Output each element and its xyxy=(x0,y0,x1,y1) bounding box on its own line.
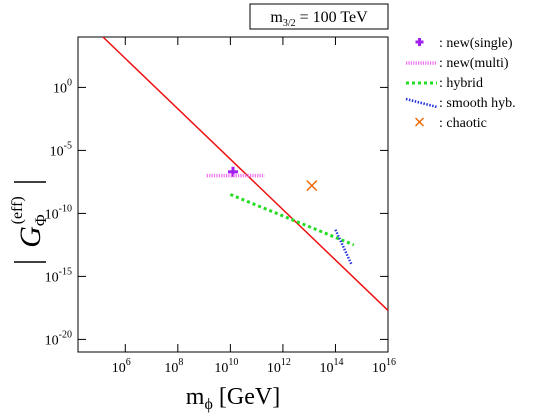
y-tick-label: 10-10 xyxy=(45,203,72,222)
y-tick-label: 10-5 xyxy=(50,140,72,159)
legend-swatch xyxy=(415,117,424,127)
y-axis-label: GΦ(eff) xyxy=(9,181,50,263)
series-line-2 xyxy=(229,193,355,247)
legend-label: : new(single) xyxy=(439,36,513,51)
y-axis-label-text: GΦ(eff) xyxy=(9,196,50,248)
y-tick-label: 100 xyxy=(53,77,72,96)
legend-swatch xyxy=(405,97,438,109)
annotation-text: m3/2 = 100 TeV xyxy=(270,9,368,29)
annotation-frame xyxy=(249,3,389,30)
plot-frame xyxy=(77,36,389,353)
plot-inner xyxy=(102,37,388,311)
plot-area xyxy=(102,37,388,311)
series-line-3 xyxy=(334,229,353,265)
legend-swatch-b xyxy=(415,117,424,127)
x-tick-label: 1016 xyxy=(372,357,396,376)
y-tick-label: 10-20 xyxy=(45,329,72,348)
x-tick-label: 1014 xyxy=(319,357,343,376)
legend-label: : chaotic xyxy=(439,116,487,131)
x-axis-label: mϕ [GeV] xyxy=(186,384,280,413)
legend-label: : smooth hyb. xyxy=(439,96,516,111)
y-tick-label: 10-15 xyxy=(45,266,72,285)
legend-swatch xyxy=(415,38,424,46)
series-marker-4 xyxy=(306,180,318,192)
x-tick-label: 108 xyxy=(164,357,183,376)
x-axis-ticks: 106 108 1010 1012 1014 1016 xyxy=(112,37,396,376)
y-axis-ticks: 100 10-5 10-10 10-15 10-20 xyxy=(45,77,388,348)
x-tick-label: 1012 xyxy=(267,357,291,376)
legend-label: : new(multi) xyxy=(439,56,509,71)
series-marker-0 xyxy=(228,166,238,177)
series-marker-4-b xyxy=(306,180,318,192)
legend-label: : hybrid xyxy=(439,76,483,91)
legend: : new(single) : new(multi) : hybrid : smoot… xyxy=(405,36,516,131)
annotation-box: m3/2 = 100 TeV xyxy=(249,3,389,30)
x-tick-label: 106 xyxy=(112,357,131,376)
x-tick-label: 1010 xyxy=(214,357,238,376)
red-line xyxy=(102,37,388,311)
